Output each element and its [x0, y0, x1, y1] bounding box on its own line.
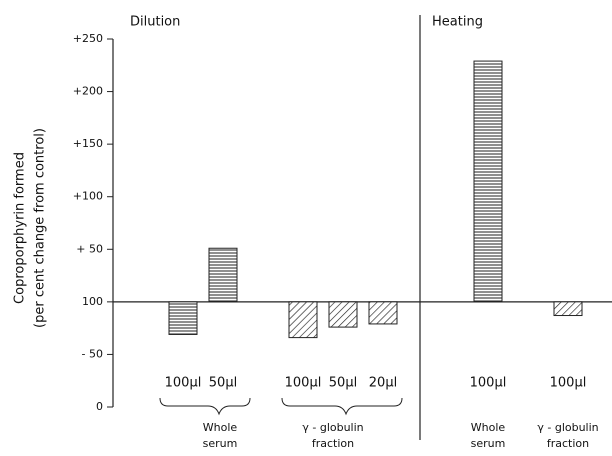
section-label: Dilution — [130, 15, 180, 30]
bar — [328, 301, 358, 328]
x-tick-label: 100µl — [165, 376, 202, 391]
x-tick-label: 20µl — [369, 376, 397, 391]
section-label: Heating — [432, 15, 483, 30]
brace — [281, 397, 403, 416]
y-tick-label: +250 — [73, 32, 103, 45]
group-label: γ - globulin — [302, 421, 363, 434]
brace — [159, 397, 251, 416]
y-tick-label: +150 — [73, 137, 103, 150]
group-label: Whole — [203, 421, 238, 434]
x-tick-label: 100µl — [470, 376, 507, 391]
group-label: fraction — [312, 437, 354, 450]
bar — [168, 301, 198, 335]
bar — [553, 301, 583, 317]
x-tick-label: 50µl — [329, 376, 357, 391]
y-tick-label: 100 — [82, 295, 103, 308]
group-label: serum — [203, 437, 238, 450]
group-label: fraction — [547, 437, 589, 450]
y-axis-label: (per cent change from control) — [33, 128, 48, 328]
bar — [473, 60, 503, 303]
y-tick-label: + 50 — [76, 242, 103, 255]
bar — [368, 301, 398, 325]
x-tick-label: 100µl — [285, 376, 322, 391]
bar — [208, 247, 238, 303]
y-tick-label: 0 — [96, 400, 103, 413]
group-label: γ - globulin — [537, 421, 598, 434]
group-label: serum — [471, 437, 506, 450]
x-tick-label: 50µl — [209, 376, 237, 391]
y-tick-label: +100 — [73, 190, 103, 203]
bar — [288, 301, 318, 339]
group-label: Whole — [471, 421, 506, 434]
y-axis-label: Coproporphyrin formed — [13, 152, 28, 304]
x-tick-label: 100µl — [550, 376, 587, 391]
y-tick-label: - 50 — [82, 347, 103, 360]
y-tick-label: +200 — [73, 85, 103, 98]
